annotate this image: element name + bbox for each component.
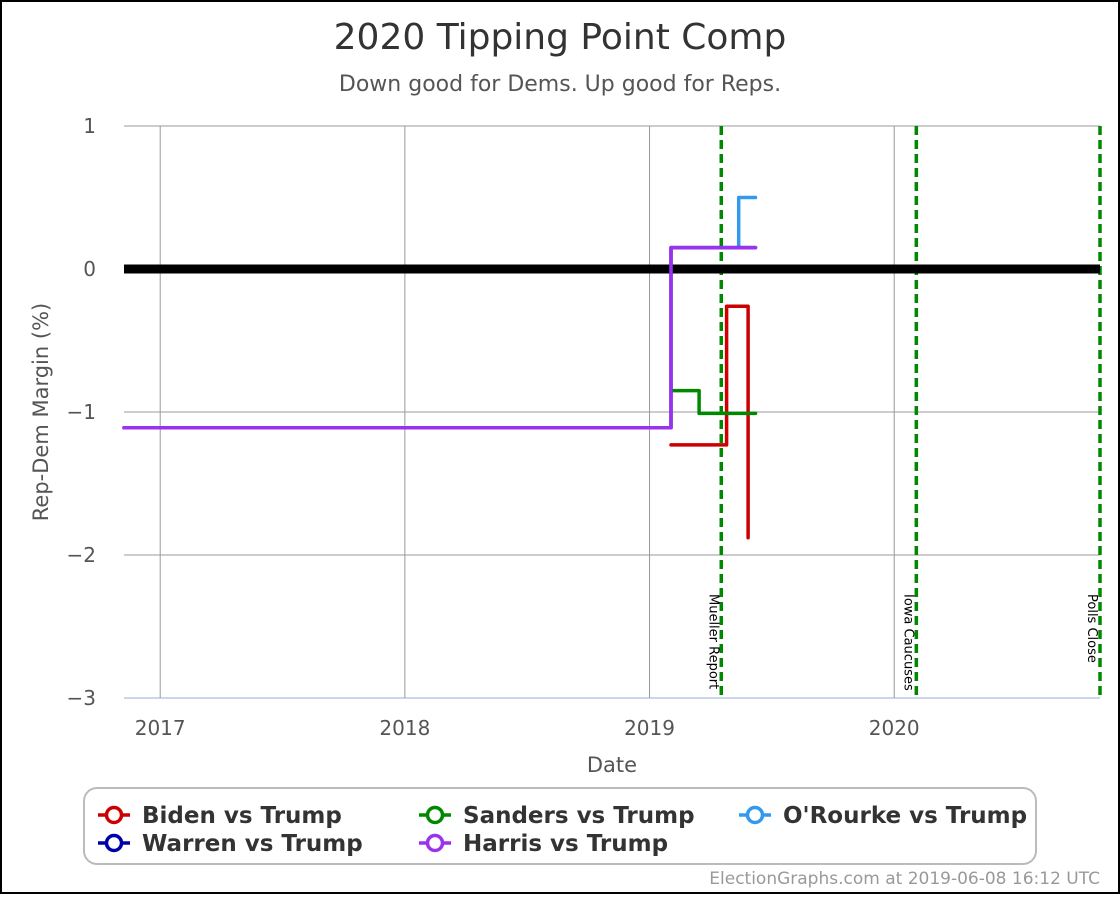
event-label: Polls Close bbox=[1084, 594, 1099, 663]
legend-label: Sanders vs Trump bbox=[463, 803, 695, 829]
x-axis-title: Date bbox=[587, 753, 637, 777]
legend-label: Warren vs Trump bbox=[142, 831, 363, 857]
x-tick-label: 2017 bbox=[135, 716, 186, 740]
y-axis-title: Rep-Dem Margin (%) bbox=[29, 303, 53, 521]
x-tick-label: 2018 bbox=[379, 716, 430, 740]
legend-item-harris-vs-trump: Harris vs Trump bbox=[419, 831, 668, 857]
y-tick-label: −3 bbox=[67, 686, 96, 710]
series-line-sanders-vs-trump bbox=[669, 388, 758, 416]
legend-item-sanders-vs-trump: Sanders vs Trump bbox=[419, 803, 695, 829]
legend-label: O'Rourke vs Trump bbox=[783, 803, 1027, 829]
series-line-biden-vs-trump bbox=[669, 304, 750, 540]
legend-swatch-marker bbox=[425, 833, 445, 853]
series-lines bbox=[122, 195, 1100, 540]
plot-grid bbox=[124, 125, 1100, 699]
legend-swatch-marker bbox=[425, 805, 445, 825]
legend-swatch-marker bbox=[745, 805, 765, 825]
y-tick-label: 1 bbox=[83, 114, 96, 138]
legend-box bbox=[83, 787, 1037, 865]
chart-title: 2020 Tipping Point Comp bbox=[334, 17, 787, 58]
chart-subtitle: Down good for Dems. Up good for Reps. bbox=[339, 72, 781, 97]
x-tick-label: 2020 bbox=[869, 716, 920, 740]
y-tick-label: −1 bbox=[67, 400, 96, 424]
y-tick-label: −2 bbox=[67, 543, 96, 567]
series-line-warren-vs-trump bbox=[122, 245, 758, 430]
y-tick-label: 0 bbox=[83, 257, 96, 281]
x-tick-label: 2019 bbox=[624, 716, 675, 740]
credit-text: ElectionGraphs.com at 2019-06-08 16:12 U… bbox=[709, 869, 1100, 889]
legend-swatch-marker bbox=[104, 805, 124, 825]
legend-item-warren-vs-trump: Warren vs Trump bbox=[98, 831, 363, 857]
series-line-harris-vs-trump bbox=[122, 245, 758, 430]
legend-swatch-marker bbox=[104, 833, 124, 853]
event-label: Iowa Caucuses bbox=[900, 594, 915, 691]
legend-label: Biden vs Trump bbox=[142, 803, 342, 829]
axis-ticks: 1 0 −1 −2 −3 2017 2018 2019 2020 bbox=[67, 114, 920, 740]
legend-item-o-rourke-vs-trump: O'Rourke vs Trump bbox=[739, 803, 1027, 829]
legend-item-biden-vs-trump: Biden vs Trump bbox=[98, 803, 342, 829]
series-line-o-rourke-vs-trump bbox=[735, 195, 758, 250]
legend-label: Harris vs Trump bbox=[463, 831, 668, 857]
event-label: Mueller Report bbox=[705, 594, 720, 689]
